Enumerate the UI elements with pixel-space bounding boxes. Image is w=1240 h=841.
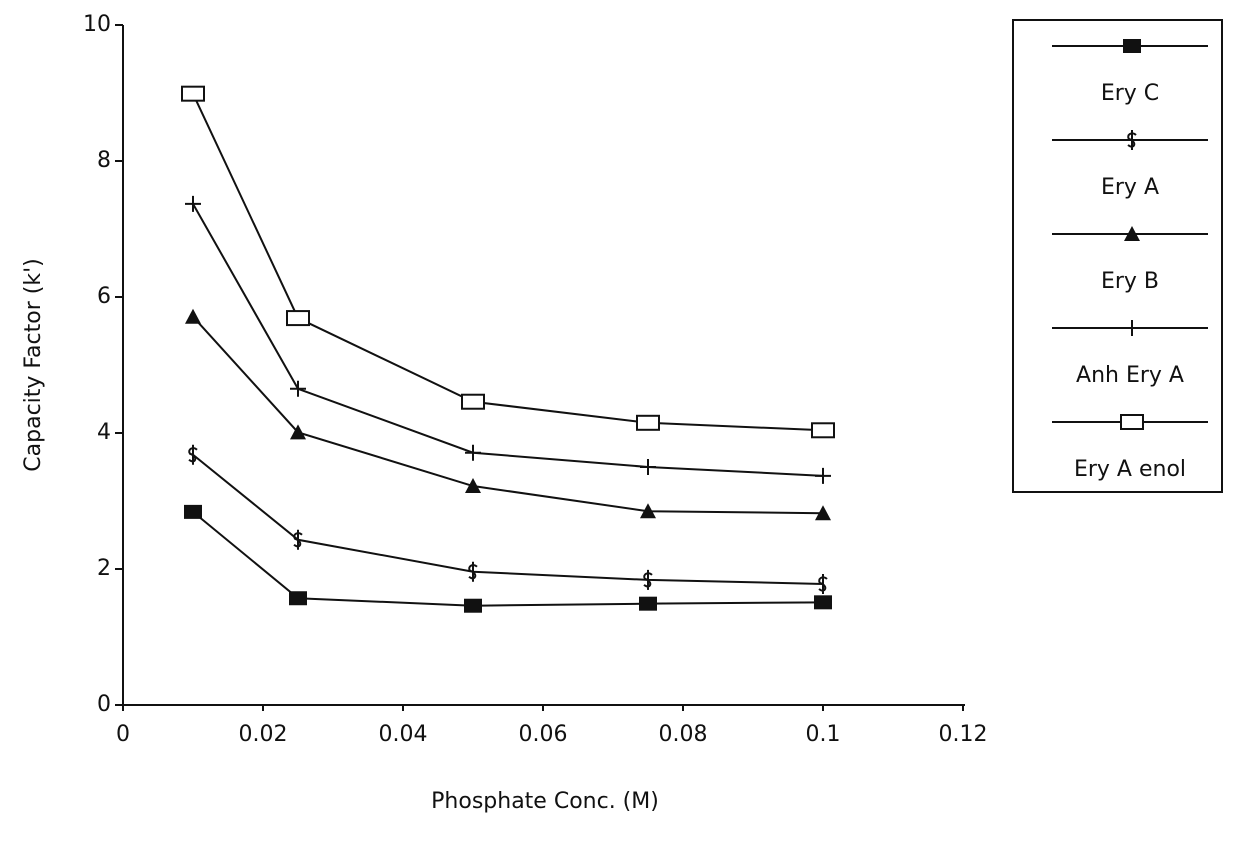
legend-marker [1121,415,1143,429]
series-line [193,512,823,606]
y-tick-label: 0 [97,692,111,717]
legend-marker [1123,39,1141,53]
legend-marker [1124,320,1140,336]
marker [189,445,197,465]
x-axis-title: Phosphate Conc. (M) [431,789,659,814]
marker [185,196,201,212]
chart: Phosphate Conc. (M) Capacity Factor (k')… [0,0,1240,841]
y-tick-label: 4 [97,420,111,445]
y-tick-label: 6 [97,284,111,309]
marker [819,574,827,594]
marker [462,395,484,409]
marker [639,597,657,611]
legend-label: Ery A enol [1074,457,1186,482]
x-tick-label: 0.08 [659,722,708,747]
marker [182,87,204,101]
x-tick-label: 0.04 [379,722,428,747]
series-line [193,94,823,431]
x-tick-label: 0.02 [239,722,288,747]
x-tick-label: 0.06 [519,722,568,747]
legend-label: Ery A [1101,175,1159,200]
marker [637,416,659,430]
x-tick-label: 0 [116,722,130,747]
marker [289,591,307,605]
y-tick-label: 2 [97,556,111,581]
legend-label: Anh Ery A [1076,363,1184,388]
marker [465,478,481,493]
x-tick-label: 0.1 [806,722,841,747]
marker [640,459,656,475]
legend-label: Ery B [1101,269,1159,294]
y-axis-title: Capacity Factor (k') [21,258,46,471]
series-line [193,455,823,584]
y-tick-label: 10 [83,12,111,37]
marker [815,468,831,484]
marker [465,445,481,461]
series-line [193,317,823,514]
y-tick-label: 8 [97,148,111,173]
x-tick-label: 0.12 [939,722,988,747]
series-line [193,204,823,476]
marker [185,309,201,324]
marker [812,423,834,437]
marker [184,505,202,519]
marker [290,381,306,397]
marker [287,311,309,325]
marker [814,595,832,609]
marker [464,599,482,613]
legend-label: Ery C [1101,81,1159,106]
